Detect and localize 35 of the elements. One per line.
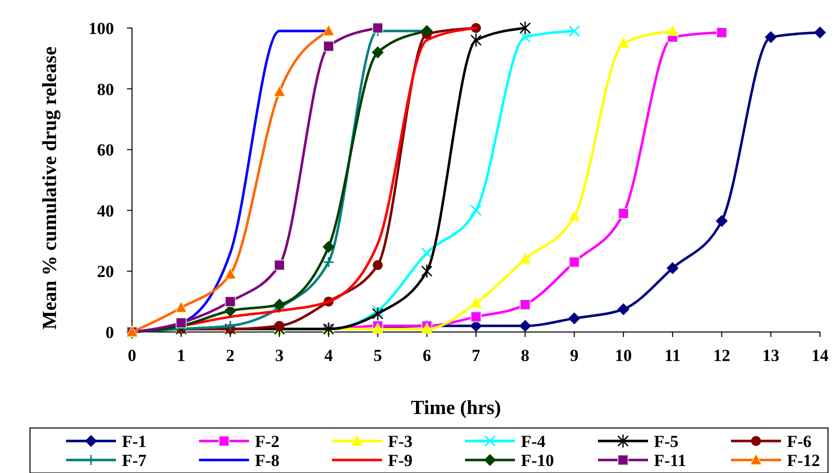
x-tick-label: 5 [373,346,382,365]
x-tick-label: 4 [324,346,334,365]
x-tick-label: 11 [664,346,681,365]
x-tick-label: 7 [472,346,481,365]
y-tick-label: 100 [88,18,114,38]
legend-label: F-8 [255,450,280,470]
legend-label: F-2 [255,432,280,451]
x-tick-label: 9 [570,346,579,365]
legend-label: F-5 [654,432,679,451]
x-tick-label: 2 [226,346,235,365]
x-tick-label: 13 [762,346,780,365]
legend-label: F-10 [521,450,554,470]
x-tick-label: 14 [812,346,829,365]
legend-label: F-9 [388,450,413,470]
legend-label: F-12 [787,450,820,470]
x-tick-label: 10 [614,346,632,365]
y-tick-label: 20 [97,262,114,282]
x-tick-label: 3 [275,346,284,365]
y-tick-label: 80 [97,80,114,99]
x-axis-title: Time (hrs) [410,397,502,419]
legend-label: F-7 [122,450,148,470]
x-tick-label: 0 [128,346,136,365]
x-tick-label: 1 [176,346,186,365]
legend-label: F-1 [122,432,147,451]
legend-label: F-3 [388,432,413,451]
x-tick-label: 12 [713,346,730,365]
legend-label: F-11 [654,450,686,470]
y-tick-label: 0 [106,322,114,342]
x-tick-label: 6 [422,346,432,365]
y-axis-title: Mean % cumulative drug release [39,46,61,330]
legend-label: F-4 [521,432,546,451]
y-tick-label: 60 [97,140,114,160]
y-tick-label: 40 [97,201,114,220]
x-tick-label: 8 [520,346,530,365]
legend-label: F-6 [787,432,812,451]
